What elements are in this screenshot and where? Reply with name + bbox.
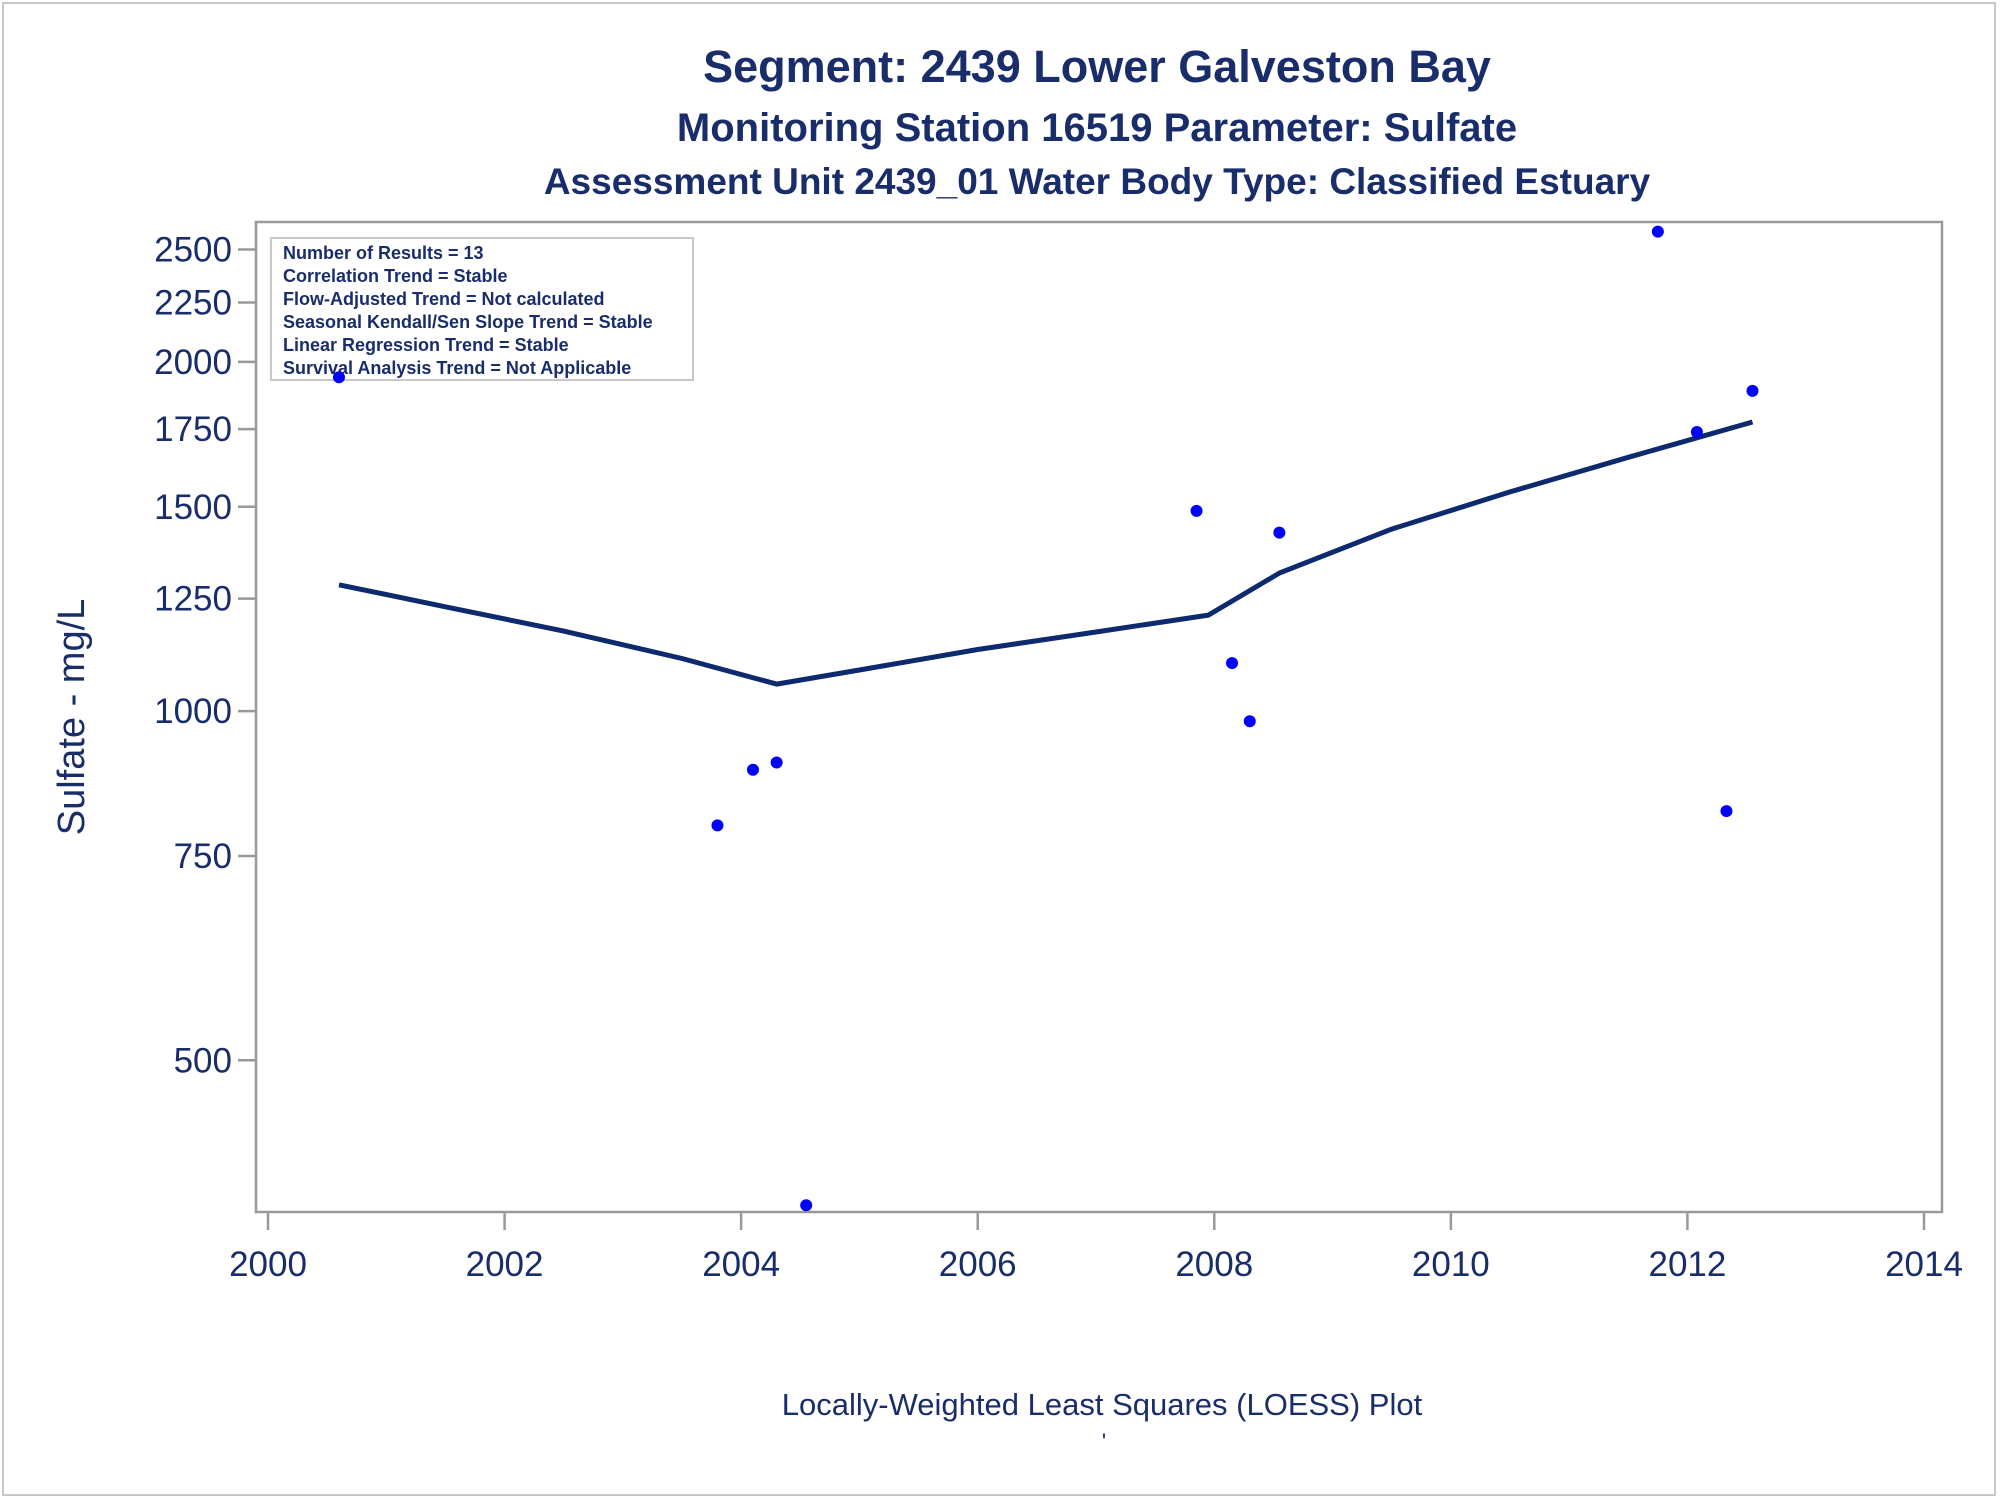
y-tick-label: 2000 (154, 343, 232, 382)
info-line-seasonal-kendall: Seasonal Kendall/Sen Slope Trend = Stabl… (283, 312, 653, 332)
footnote-caption: Locally-Weighted Least Squares (LOESS) P… (782, 1387, 1423, 1422)
y-tick-label: 1000 (154, 692, 232, 731)
data-point (746, 763, 759, 776)
chart-subtitle-2: Assessment Unit 2439_01 Water Body Type:… (544, 161, 1651, 202)
loess-line (338, 419, 1754, 687)
loess-chart: Segment: 2439 Lower Galveston Bay Monito… (51, 41, 1963, 1454)
data-point (1746, 384, 1759, 397)
info-line-correlation: Correlation Trend = Stable (283, 266, 508, 286)
data-point (1226, 657, 1239, 670)
data-point (1190, 504, 1203, 517)
y-axis: 500 750 1000 1250 1500 1750 2000 2250 2500 (154, 230, 256, 1080)
chart-subtitle: Monitoring Station 16519 Parameter: Sulf… (677, 106, 1517, 150)
data-point (711, 819, 724, 832)
footnote-mark: ' (1102, 1429, 1106, 1454)
x-tick-label: 2012 (1648, 1245, 1726, 1284)
y-tick-label: 2250 (154, 284, 232, 323)
data-point (770, 756, 783, 769)
y-tick-label: 500 (174, 1041, 232, 1080)
data-point (1243, 715, 1256, 728)
plot-area (254, 220, 1944, 1214)
x-tick-label: 2014 (1885, 1245, 1963, 1284)
x-tick-label: 2000 (229, 1245, 307, 1284)
y-tick-label: 1500 (154, 488, 232, 527)
y-tick-label: 2500 (154, 230, 232, 269)
data-point (1273, 526, 1286, 539)
x-tick-label: 2004 (702, 1245, 780, 1284)
data-point (332, 371, 345, 384)
x-axis: 2000 2002 2004 2006 2008 2010 2012 2014 (229, 1212, 1963, 1284)
y-tick-label: 750 (174, 837, 232, 876)
chart-title: Segment: 2439 Lower Galveston Bay (703, 41, 1491, 92)
trend-info-box (270, 237, 694, 381)
info-line-linear-regression: Linear Regression Trend = Stable (283, 335, 569, 355)
series-layer (332, 225, 1759, 1212)
y-tick-label: 1250 (154, 580, 232, 619)
info-line-flow-adjusted: Flow-Adjusted Trend = Not calculated (283, 289, 605, 309)
y-tick-label: 1750 (154, 410, 232, 449)
data-point (1690, 426, 1703, 439)
x-tick-label: 2010 (1412, 1245, 1490, 1284)
x-tick-label: 2002 (466, 1245, 544, 1284)
data-point (1720, 805, 1733, 818)
info-line-survival-analysis: Survival Analysis Trend = Not Applicable (283, 358, 631, 378)
data-point (800, 1199, 813, 1212)
x-tick-label: 2006 (939, 1245, 1017, 1284)
y-axis-label: Sulfate - mg/L (51, 599, 93, 836)
data-point (1651, 225, 1664, 238)
info-line-results: Number of Results = 13 (283, 243, 484, 263)
x-tick-label: 2008 (1175, 1245, 1253, 1284)
